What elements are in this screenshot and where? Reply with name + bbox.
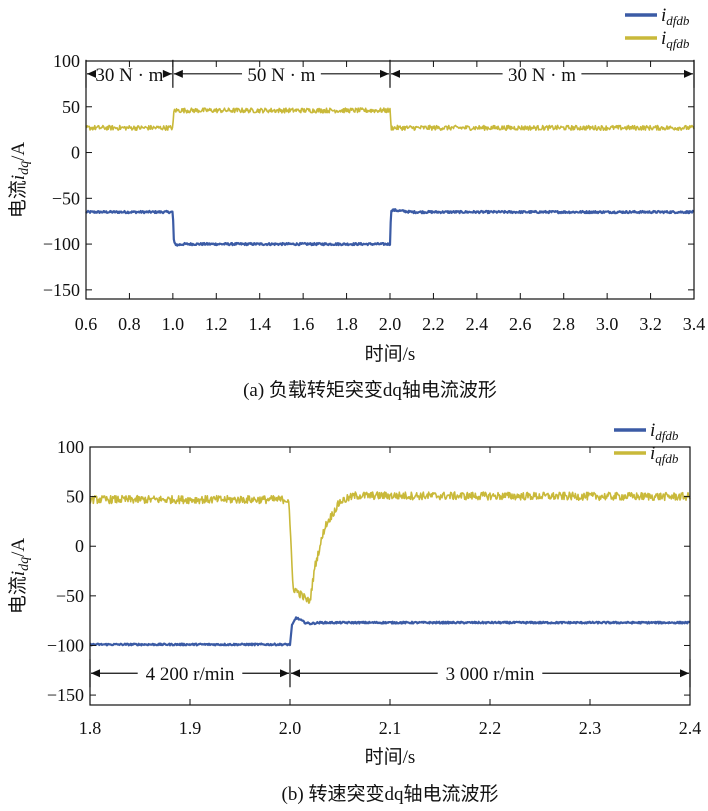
x-tick-label: 3.2 xyxy=(639,314,662,334)
y-axis-title-var: i xyxy=(8,571,29,576)
x-tick-label: 1.8 xyxy=(335,314,358,334)
x-tick-label: 1.2 xyxy=(205,314,228,334)
interval-arrowhead-left xyxy=(173,69,183,78)
legend-label: idfdb xyxy=(661,5,690,28)
interval-label: 30 N · m xyxy=(95,65,163,86)
y-tick-label: 0 xyxy=(71,143,80,163)
interval-arrowhead-right xyxy=(684,69,693,78)
y-tick-label: −100 xyxy=(47,635,84,655)
x-tick-label: 2.4 xyxy=(679,718,702,738)
y-axis-title-prefix: 电流 xyxy=(7,576,29,614)
interval-arrowhead-left xyxy=(391,69,400,78)
x-tick-label: 2.6 xyxy=(509,314,532,334)
x-axis-title: 时间/s xyxy=(365,746,416,768)
interval-arrowhead-right xyxy=(680,669,689,678)
interval-arrowhead-left xyxy=(91,669,100,678)
x-tick-label: 1.8 xyxy=(79,718,102,738)
chart-caption: (b) 转速突变dq轴电流波形 xyxy=(282,783,499,805)
legend-var: i xyxy=(650,443,655,464)
interval-arrowhead-left xyxy=(291,669,300,678)
legend-label: iqfdb xyxy=(661,28,690,51)
y-axis-title-suffix: /A xyxy=(8,538,29,557)
x-tick-label: 2.0 xyxy=(379,314,402,334)
interval-label: 50 N · m xyxy=(247,65,315,86)
y-tick-label: −100 xyxy=(43,234,80,254)
y-axis-title-suffix: /A xyxy=(8,142,29,161)
legend-var: i xyxy=(661,5,666,26)
interval-label: 4 200 r/min xyxy=(146,664,235,685)
x-tick-label: 2.2 xyxy=(479,718,502,738)
y-axis-title: 电流idq/A xyxy=(7,142,32,219)
y-axis-title-var: i xyxy=(8,175,29,180)
legend-sub: dfdb xyxy=(666,13,690,28)
y-tick-label: −150 xyxy=(47,685,84,705)
legend-label: idfdb xyxy=(650,420,679,443)
x-tick-label: 3.4 xyxy=(683,314,706,334)
interval-arrowhead-left xyxy=(87,69,96,78)
chart-caption: (a) 负载转矩突变dq轴电流波形 xyxy=(243,379,497,401)
x-tick-label: 2.1 xyxy=(379,718,402,738)
interval-label: 3 000 r/min xyxy=(446,664,535,685)
y-tick-label: −50 xyxy=(52,188,80,208)
y-tick-label: −150 xyxy=(43,280,80,300)
plot-frame xyxy=(85,60,695,300)
legend-sub: qfdb xyxy=(655,451,679,466)
y-tick-label: 0 xyxy=(75,536,84,556)
series-line-i-qfdb xyxy=(89,491,691,604)
y-tick-label: 100 xyxy=(57,437,84,457)
x-tick-label: 2.2 xyxy=(422,314,445,334)
x-tick-label: 2.3 xyxy=(579,718,602,738)
legend-sub: dfdb xyxy=(655,428,679,443)
chart-a: 0.6 0.8 1.0 1.2 1.4 1.6 1.8 2.0 2.2 2.4 2.6 2.8 3.0 3… xyxy=(7,5,705,401)
y-axis-title: 电流idq/A xyxy=(7,538,32,615)
x-tick-label: 0.8 xyxy=(118,314,141,334)
interval-annotation: 3 000 r/min xyxy=(291,664,689,685)
x-tick-label: 0.6 xyxy=(75,314,98,334)
interval-arrowhead-right xyxy=(280,669,289,678)
legend-label: iqfdb xyxy=(650,443,679,466)
series-line-i-dfdb xyxy=(89,616,691,647)
chart-b: 1.8 1.9 2.0 2.1 2.2 2.3 2.4 −150 −100 −50 0 50 100 时间… xyxy=(7,420,701,805)
interval-annotation: 4 200 r/min xyxy=(91,664,289,685)
x-tick-label: 1.4 xyxy=(248,314,271,334)
x-tick-label: 2.8 xyxy=(552,314,575,334)
y-axis-title-sub: dq xyxy=(17,161,32,175)
x-tick-label: 2.0 xyxy=(279,718,302,738)
interval-annotation: 30 N · m xyxy=(391,65,693,86)
series-line-i-dfdb xyxy=(85,208,695,247)
interval-annotation: 30 N · m xyxy=(87,65,172,86)
interval-arrowhead-right xyxy=(162,69,172,78)
y-tick-label: 50 xyxy=(66,487,84,507)
legend-var: i xyxy=(650,420,655,441)
series-line-i-qfdb xyxy=(85,107,695,131)
x-axis-title: 时间/s xyxy=(365,343,416,365)
y-tick-label: 100 xyxy=(53,51,80,71)
legend-sub: qfdb xyxy=(666,36,690,51)
y-axis-title-prefix: 电流 xyxy=(7,180,29,218)
y-axis-title-sub: dq xyxy=(17,557,32,571)
interval-arrowhead-right xyxy=(380,69,389,78)
interval-annotation: 50 N · m xyxy=(173,65,389,86)
y-tick-label: −50 xyxy=(56,586,84,606)
x-tick-label: 1.0 xyxy=(162,314,185,334)
x-tick-label: 1.9 xyxy=(179,718,202,738)
x-tick-label: 1.6 xyxy=(292,314,315,334)
y-tick-label: 50 xyxy=(62,97,80,117)
x-tick-label: 2.4 xyxy=(466,314,489,334)
interval-label: 30 N · m xyxy=(508,65,576,86)
x-tick-label: 3.0 xyxy=(596,314,619,334)
legend-var: i xyxy=(661,28,666,49)
